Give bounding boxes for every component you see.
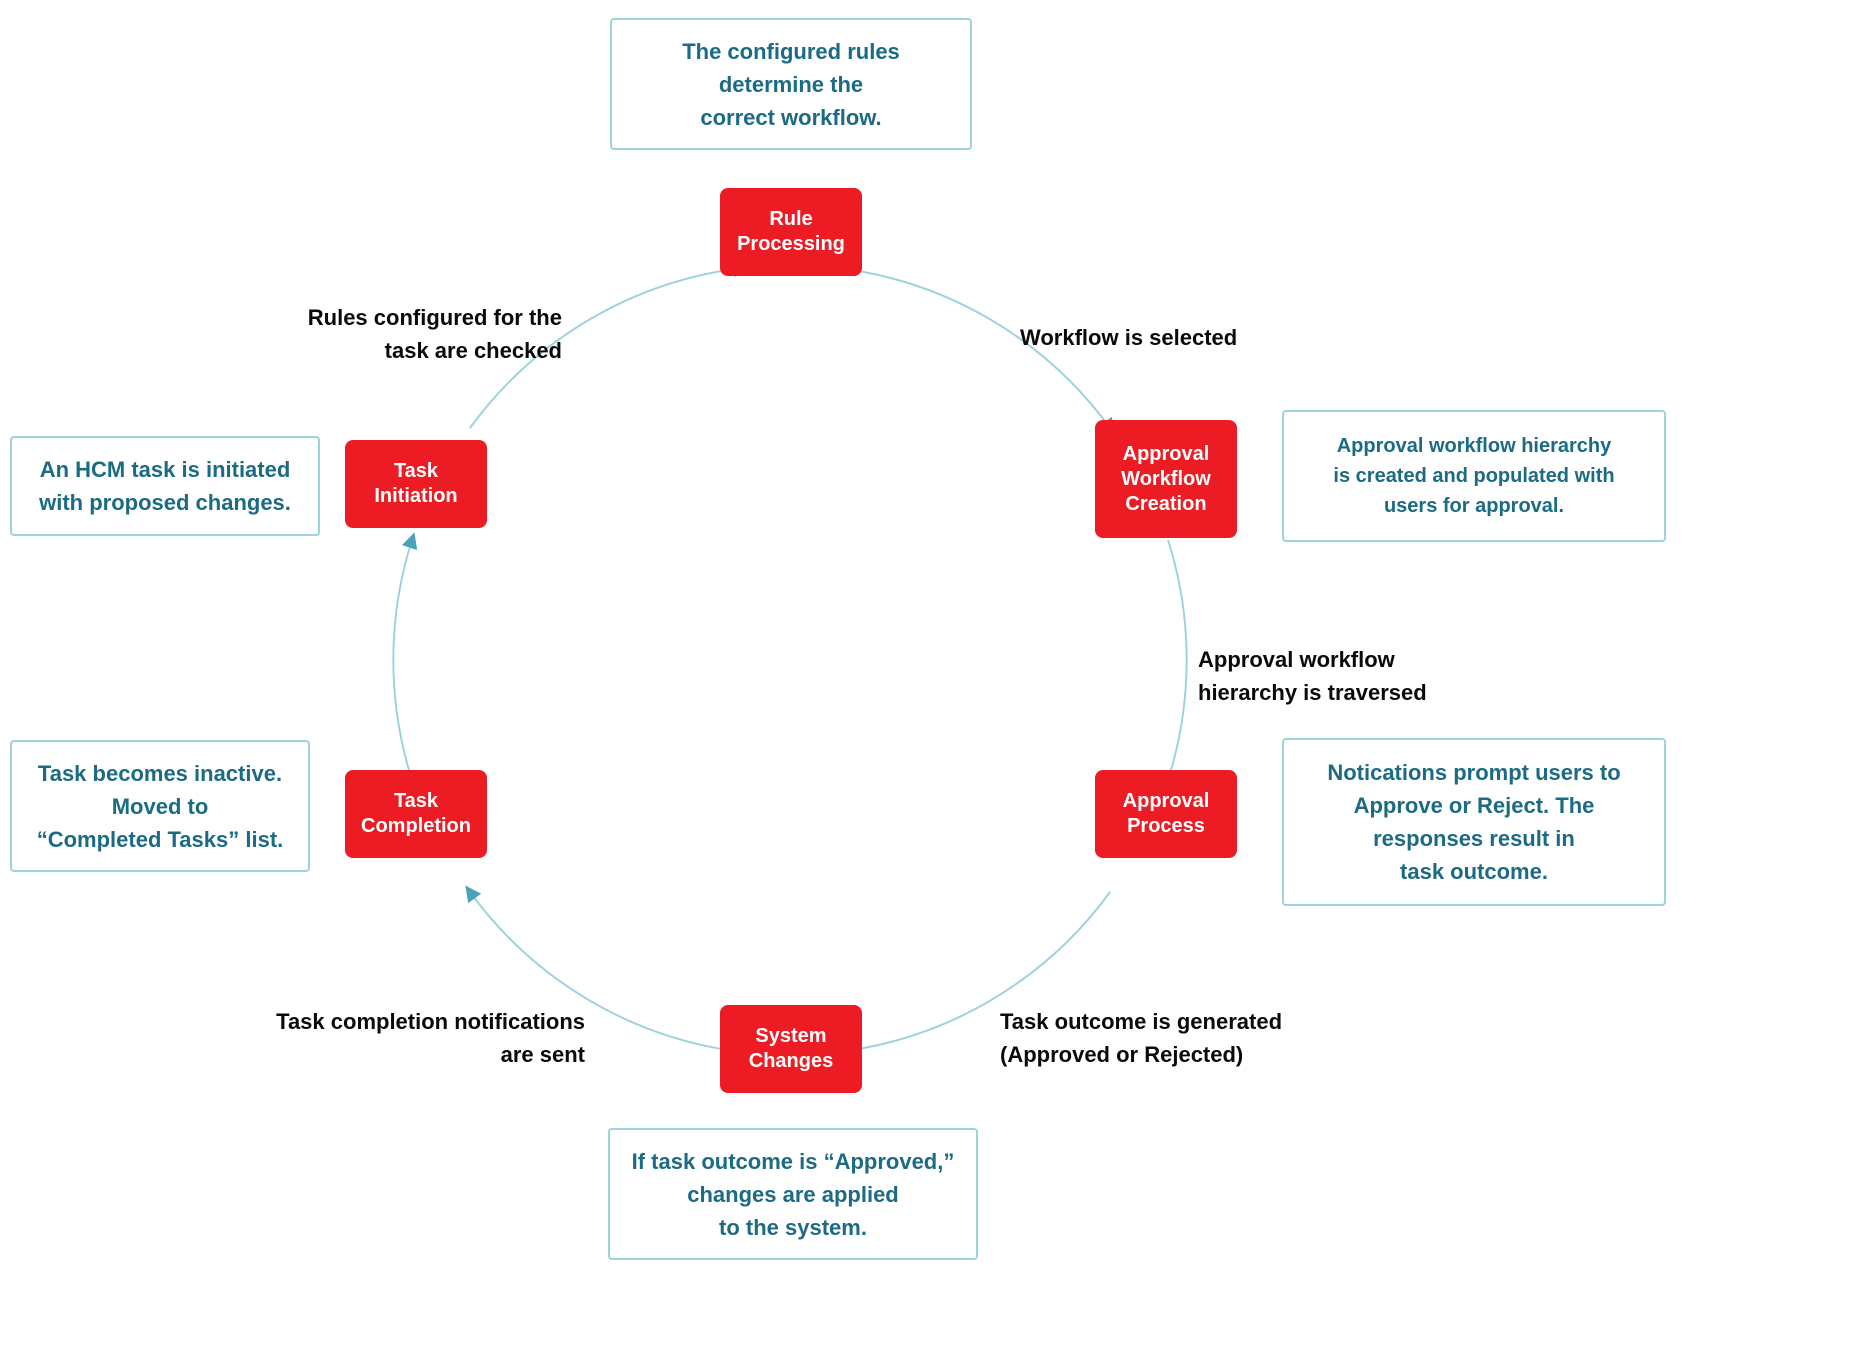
desc-task-initiation: An HCM task is initiatedwith proposed ch… [10,436,320,536]
edge-rules-checked: Rules configured for thetask are checked [232,268,562,367]
node-label: SystemChanges [749,1024,833,1074]
edge-text: Task completion notificationsare sent [276,1009,585,1067]
edge-text: Task outcome is generated(Approved or Re… [1000,1009,1282,1067]
node-approval-process: ApprovalProcess [1095,770,1237,858]
desc-approval-process: Notications prompt users toApprove or Re… [1282,738,1666,906]
desc-text: Notications prompt users toApprove or Re… [1327,756,1620,888]
desc-text: An HCM task is initiatedwith proposed ch… [39,453,291,519]
edge-hierarchy-traversed: Approval workflowhierarchy is traversed [1198,610,1427,709]
desc-task-completion: Task becomes inactive.Moved to“Completed… [10,740,310,872]
edge-workflow-selected: Workflow is selected [1020,288,1237,354]
node-label: ApprovalWorkflowCreation [1121,442,1211,517]
node-system-changes: SystemChanges [720,1005,862,1093]
edge-task-outcome-generated: Task outcome is generated(Approved or Re… [1000,972,1282,1071]
node-task-completion: TaskCompletion [345,770,487,858]
node-label: RuleProcessing [737,207,845,257]
desc-rule-processing: The configured rulesdetermine thecorrect… [610,18,972,150]
desc-text: Task becomes inactive.Moved to“Completed… [37,757,284,856]
desc-text: If task outcome is “Approved,”changes ar… [632,1145,955,1244]
desc-text: Approval workflow hierarchyis created an… [1333,431,1614,521]
desc-text: The configured rulesdetermine thecorrect… [682,35,900,134]
node-label: ApprovalProcess [1123,789,1210,839]
node-approval-workflow-creation: ApprovalWorkflowCreation [1095,420,1237,538]
edge-text: Rules configured for thetask are checked [308,305,562,363]
node-label: TaskInitiation [374,459,457,509]
edge-completion-notifications: Task completion notificationsare sent [235,972,585,1071]
desc-system-changes: If task outcome is “Approved,”changes ar… [608,1128,978,1260]
workflow-cycle-diagram: RuleProcessing ApprovalWorkflowCreation … [0,0,1858,1358]
node-rule-processing: RuleProcessing [720,188,862,276]
node-task-initiation: TaskInitiation [345,440,487,528]
edge-text: Approval workflowhierarchy is traversed [1198,647,1427,705]
desc-approval-workflow-creation: Approval workflow hierarchyis created an… [1282,410,1666,542]
node-label: TaskCompletion [361,789,471,839]
edge-text: Workflow is selected [1020,325,1237,350]
